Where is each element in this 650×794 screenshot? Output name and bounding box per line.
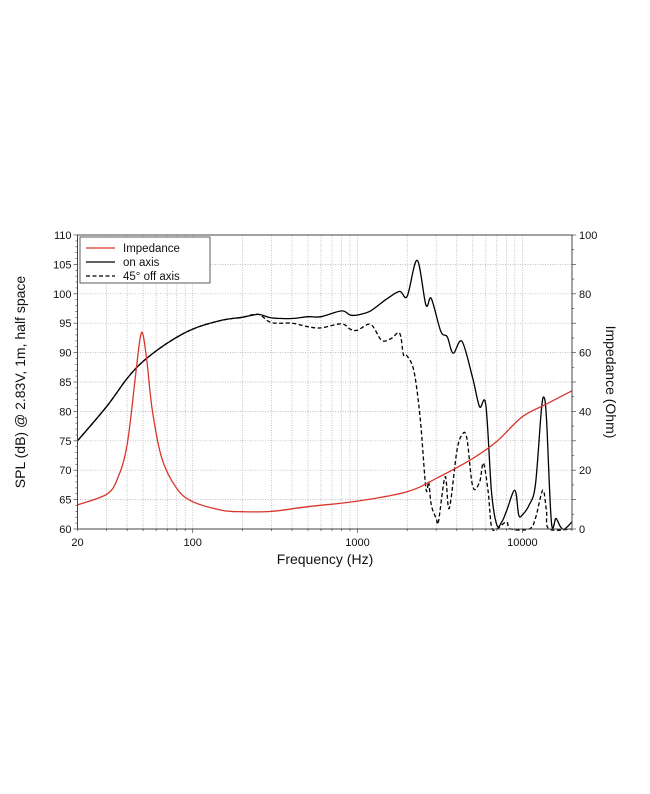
y2-tick-label: 60: [579, 348, 591, 360]
y2-tick-label: 0: [579, 524, 585, 536]
y-tick-label: 85: [59, 377, 71, 389]
x-tick-label: 10000: [507, 537, 538, 549]
x-tick-label: 20: [71, 537, 83, 549]
y-tick-label: 95: [59, 318, 71, 330]
y-axis-label: SPL (dB) @ 2.83V, 1m, half space: [12, 276, 28, 489]
y-tick-label: 80: [59, 406, 71, 418]
legend-box: [79, 236, 211, 284]
y-tick-label: 100: [53, 289, 71, 301]
y-tick-label: 65: [59, 495, 71, 507]
y2-tick-label: 20: [579, 465, 591, 477]
legend: Impedance on axis 45° off axis: [79, 236, 211, 284]
x-axis-label: Frequency (Hz): [277, 551, 373, 567]
y2-tick-label: 100: [579, 230, 597, 242]
y-tick-label: 105: [53, 259, 71, 271]
y2-tick-label: 40: [579, 406, 591, 418]
legend-label-impedance: Impedance: [123, 243, 180, 255]
y-tick-label: 70: [59, 465, 71, 477]
y-tick-label: 75: [59, 436, 71, 448]
y-tick-label: 110: [54, 230, 72, 242]
y-tick-label: 90: [59, 348, 71, 360]
y2-tick-label: 80: [579, 289, 591, 301]
series-line-on-axis: [77, 259, 573, 530]
curves: [77, 259, 573, 532]
y2-axis-label: Impedance (Ohm): [603, 326, 619, 439]
ticks: 60 65 70 75 80 85 90 95 100 105 110 0 20 40 60 80 100 20 1…: [53, 230, 597, 549]
x-tick-label: 100: [184, 537, 202, 549]
series-line-impedance: [77, 331, 573, 513]
grid: [77, 235, 572, 529]
y-tick-label: 60: [59, 524, 71, 536]
legend-label-on-axis: on axis: [123, 257, 160, 269]
series-line-45-off-axis: [77, 313, 573, 532]
legend-label-off-axis: 45° off axis: [123, 271, 180, 283]
x-tick-label: 1000: [345, 537, 369, 549]
